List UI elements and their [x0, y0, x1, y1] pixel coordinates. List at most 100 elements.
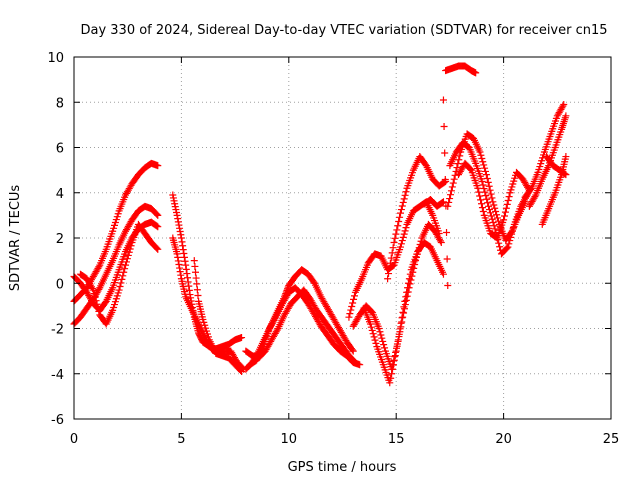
data-point: [493, 214, 501, 222]
series-track-m: [360, 220, 445, 387]
data-point: [408, 272, 416, 280]
y-tick-label: 2: [56, 232, 64, 247]
data-point: [451, 171, 459, 179]
data-point: [390, 356, 398, 364]
data-point: [389, 361, 397, 369]
data-point: [180, 253, 188, 261]
series-track-t: [454, 159, 533, 242]
data-point: [503, 244, 511, 252]
data-point: [562, 112, 570, 120]
y-tick-label: 6: [56, 142, 64, 157]
data-point: [477, 196, 485, 204]
data-point: [481, 188, 489, 196]
data-point: [506, 237, 514, 245]
data-point: [401, 227, 409, 235]
data-point: [400, 195, 408, 203]
data-point: [400, 309, 408, 317]
data-point: [153, 222, 161, 230]
data-point: [488, 194, 496, 202]
data-point: [190, 257, 198, 265]
data-point: [238, 367, 246, 375]
data-point: [455, 156, 463, 164]
data-point: [346, 310, 354, 318]
data-point: [491, 225, 499, 233]
data-point: [356, 361, 364, 369]
data-point: [395, 218, 403, 226]
data-point: [183, 270, 191, 278]
data-point: [179, 242, 187, 250]
data-point: [493, 211, 501, 219]
data-point: [440, 122, 448, 130]
data-point: [176, 264, 184, 272]
data-point: [380, 341, 388, 349]
data-point: [509, 224, 517, 232]
data-point: [490, 201, 498, 209]
data-point: [376, 328, 384, 336]
data-point: [414, 247, 422, 255]
data-point: [182, 265, 190, 273]
data-point: [390, 239, 398, 247]
data-point: [447, 187, 455, 195]
data-point: [496, 243, 504, 251]
data-point: [386, 379, 394, 387]
data-point: [118, 275, 126, 283]
data-point: [448, 183, 456, 191]
series-track-p: [442, 62, 480, 77]
data-point: [504, 243, 512, 251]
data-point: [406, 280, 414, 288]
data-point: [480, 185, 488, 193]
data-point: [273, 326, 281, 334]
data-point: [479, 158, 487, 166]
series-track-j: [246, 284, 364, 369]
data-point: [439, 198, 447, 206]
data-point: [489, 198, 497, 206]
data-point: [445, 198, 453, 206]
data-point: [271, 315, 279, 323]
series-track-q: [439, 96, 452, 290]
data-point: [466, 165, 474, 173]
data-point: [125, 248, 133, 256]
data-point: [412, 253, 420, 261]
data-point: [479, 181, 487, 189]
grid: [74, 57, 611, 419]
data-point: [411, 261, 419, 269]
series-track-b: [70, 202, 162, 328]
data-point: [184, 278, 192, 286]
data-point: [174, 257, 182, 265]
data-point: [561, 170, 569, 178]
data-point: [391, 352, 399, 360]
data-point: [178, 238, 186, 246]
data-point: [441, 149, 449, 157]
y-tick-label: 0: [56, 277, 64, 292]
data-point: [409, 268, 417, 276]
data-point: [450, 175, 458, 183]
data-point: [399, 198, 407, 206]
data-point: [436, 237, 444, 245]
data-point: [368, 326, 376, 334]
data-point: [393, 226, 401, 234]
data-point: [397, 240, 405, 248]
series-track-u: [521, 101, 568, 201]
data-point: [501, 208, 509, 216]
x-tick-label: 25: [603, 432, 620, 447]
data-point: [485, 182, 493, 190]
data-point: [439, 96, 447, 104]
data-point: [90, 290, 98, 298]
data-point: [402, 293, 410, 301]
data-point: [454, 160, 462, 168]
data-point: [477, 151, 485, 159]
data-point: [387, 374, 395, 382]
data-point: [439, 270, 447, 278]
data-point: [398, 237, 406, 245]
data-point: [238, 334, 246, 342]
data-point: [444, 202, 452, 210]
data-point: [402, 188, 410, 196]
data-point: [475, 188, 483, 196]
data-point: [173, 250, 181, 258]
data-point: [121, 265, 129, 273]
data-point: [401, 297, 409, 305]
data-point: [181, 257, 189, 265]
data-point: [396, 243, 404, 251]
data-point: [347, 306, 355, 314]
x-axis-label: GPS time / hours: [288, 460, 397, 475]
